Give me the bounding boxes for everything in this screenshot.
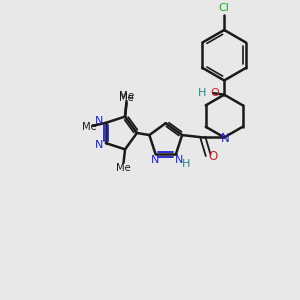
- Text: O: O: [208, 150, 218, 163]
- Text: H: H: [198, 88, 206, 98]
- Text: N: N: [151, 155, 159, 165]
- Text: Cl: Cl: [219, 3, 230, 13]
- Text: Me: Me: [119, 93, 134, 103]
- Text: H: H: [182, 159, 190, 169]
- Text: O: O: [210, 88, 219, 98]
- Text: N: N: [220, 131, 229, 145]
- Text: Me: Me: [116, 163, 130, 173]
- Text: Me: Me: [82, 122, 97, 132]
- Text: N: N: [175, 155, 184, 165]
- Text: N: N: [95, 140, 103, 150]
- Text: N: N: [95, 116, 103, 126]
- Text: Me: Me: [119, 91, 134, 101]
